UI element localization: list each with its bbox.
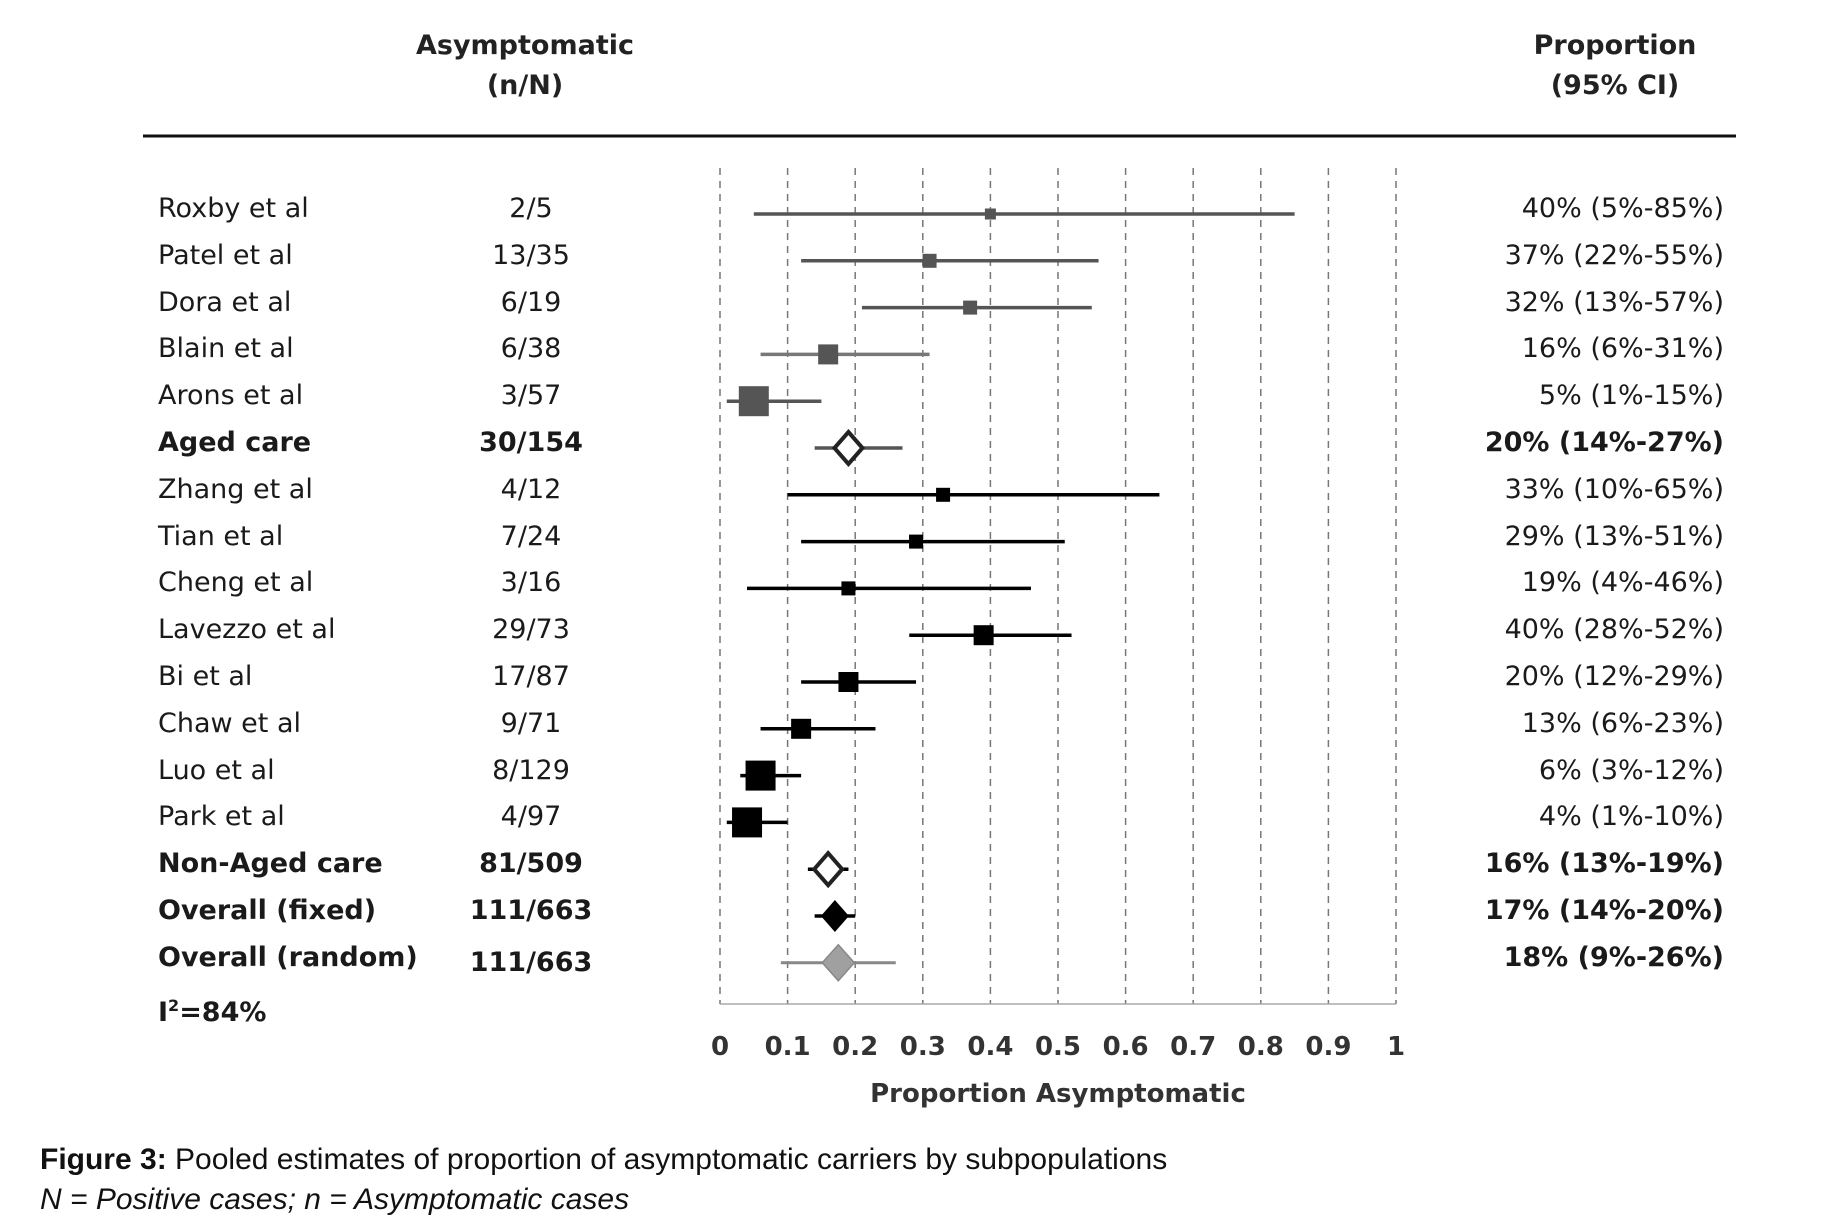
asymptomatic-count: 111/663 <box>469 895 593 926</box>
point-estimate-square <box>791 718 812 739</box>
study-label: Zhang et al <box>158 473 313 505</box>
study-label: Bi et al <box>158 661 253 692</box>
x-tick-label: 0.5 <box>1035 1032 1081 1062</box>
proportion-header-line2: (95% CI) <box>1550 70 1680 101</box>
point-estimate-square <box>818 344 839 365</box>
asymptomatic-count: 4/97 <box>500 801 562 833</box>
caption-text: Pooled estimates of proportion of asympt… <box>166 1143 1168 1176</box>
asymptomatic-count: 7/24 <box>500 520 562 552</box>
asymptomatic-count: 17/87 <box>492 661 570 692</box>
point-estimate-square <box>745 760 776 791</box>
x-tick-label: 0.9 <box>1305 1032 1351 1062</box>
proportion-ci: 18% (9%-26%) <box>1503 941 1724 973</box>
point-estimate-square <box>838 672 859 692</box>
pooled-estimate-diamond <box>820 900 849 932</box>
point-estimate-square <box>963 300 978 315</box>
point-estimate-square <box>936 487 951 502</box>
study-label: Patel et al <box>158 239 293 271</box>
asymptomatic-count: 81/509 <box>479 848 583 880</box>
asymptomatic-count: 2/5 <box>509 193 553 224</box>
pooled-estimate-diamond <box>821 943 856 982</box>
proportion-column-header: Proportion (95% CI) <box>1500 26 1730 106</box>
proportion-ci: 29% (13%-51%) <box>1504 520 1724 552</box>
x-axis-label: Proportion Asymptomatic <box>870 1079 1246 1109</box>
study-label: Dora et al <box>158 286 292 318</box>
x-tick-labels: 0 0.1 0.2 0.3 0.4 0.5 0.6 0.7 0.8 0.9 1 <box>711 1032 1405 1062</box>
x-tick-label: 1 <box>1387 1032 1405 1062</box>
study-label: Tian et al <box>158 520 284 552</box>
study-label: Aged care <box>158 427 312 458</box>
study-label: Park et al <box>158 801 285 833</box>
point-estimate-square <box>922 253 937 268</box>
proportion-ci: 6% (3%-12%) <box>1538 754 1724 786</box>
figure-label: Figure 3: <box>40 1143 167 1176</box>
chart-marks <box>726 208 1295 982</box>
study-label: Cheng et al <box>158 567 314 599</box>
asymptomatic-count: 9/71 <box>500 707 562 739</box>
asymptomatic-count: 13/35 <box>492 239 570 271</box>
study-label: Luo et al <box>158 754 275 786</box>
proportion-ci: 37% (22%-55%) <box>1504 239 1724 271</box>
asymptomatic-count: 30/154 <box>479 427 583 458</box>
x-tick-label: 0.3 <box>900 1032 946 1062</box>
point-estimate-square <box>841 581 856 596</box>
study-label: Non-Aged care <box>158 848 383 880</box>
proportion-ci: 19% (4%-46%) <box>1521 567 1724 599</box>
proportion-ci: 32% (13%-57%) <box>1504 286 1724 318</box>
asymptomatic-count: 111/663 <box>469 946 593 978</box>
proportion-ci: 20% (12%-29%) <box>1504 661 1724 692</box>
x-tick-label: 0.4 <box>967 1032 1013 1062</box>
proportion-ci: 13% (6%-23%) <box>1521 707 1724 739</box>
x-tick-label: 0.7 <box>1170 1032 1216 1062</box>
caption-note: N = Positive cases; n = Asymptomatic cas… <box>40 1183 630 1216</box>
asymptomatic-count: 3/57 <box>500 380 562 412</box>
x-tick-label: 0.1 <box>765 1032 811 1062</box>
x-tick-label: 0.2 <box>832 1032 878 1062</box>
point-estimate-square <box>909 534 924 549</box>
proportion-ci: 16% (13%-19%) <box>1484 848 1724 880</box>
study-label: Lavezzo et al <box>158 614 336 646</box>
x-tick-label: 0.6 <box>1103 1032 1149 1062</box>
heterogeneity-stat: I2=84% <box>158 996 267 1028</box>
proportion-ci: 4% (1%-10%) <box>1538 801 1724 833</box>
asymptomatic-header-line2: (n/N) <box>486 70 564 101</box>
proportion-ci: 17% (14%-20%) <box>1484 895 1724 926</box>
pooled-estimate-diamond <box>831 428 866 468</box>
proportion-header-line1: Proportion <box>1533 30 1697 61</box>
study-label: Arons et al <box>158 380 304 412</box>
asymptomatic-count: 4/12 <box>500 473 562 505</box>
proportion-ci: 40% (5%-85%) <box>1521 193 1724 224</box>
asymptomatic-count: 8/129 <box>492 754 570 786</box>
proportion-ci: 16% (6%-31%) <box>1521 333 1724 365</box>
study-label: Overall (fixed) <box>158 895 377 926</box>
asymptomatic-count: 29/73 <box>492 614 570 646</box>
asymptomatic-header-line1: Asymptomatic <box>415 30 634 61</box>
proportion-ci: 20% (14%-27%) <box>1484 427 1724 458</box>
point-estimate-square <box>732 807 763 838</box>
study-label: Blain et al <box>158 333 294 365</box>
point-estimate-square <box>984 208 996 220</box>
proportion-ci: 5% (1%-15%) <box>1538 380 1724 412</box>
study-label: Chaw et al <box>158 707 302 739</box>
pooled-estimate-diamond <box>811 850 845 889</box>
x-tick-label: 0.8 <box>1238 1032 1284 1062</box>
point-estimate-square <box>738 386 769 417</box>
asymptomatic-column-header: Asymptomatic (n/N) <box>400 26 650 106</box>
asymptomatic-count: 6/19 <box>500 286 562 318</box>
gridlines <box>719 168 1397 1005</box>
point-estimate-square <box>973 625 994 646</box>
asymptomatic-count: 3/16 <box>500 567 562 599</box>
x-tick-label: 0 <box>711 1032 729 1062</box>
study-label: Overall (random) <box>158 941 418 973</box>
asymptomatic-count: 6/38 <box>500 333 562 365</box>
figure-caption: Figure 3: Pooled estimates of proportion… <box>40 1140 1167 1220</box>
proportion-ci: 33% (10%-65%) <box>1504 473 1724 505</box>
study-label: Roxby et al <box>158 193 309 224</box>
proportion-ci: 40% (28%-52%) <box>1504 614 1724 646</box>
